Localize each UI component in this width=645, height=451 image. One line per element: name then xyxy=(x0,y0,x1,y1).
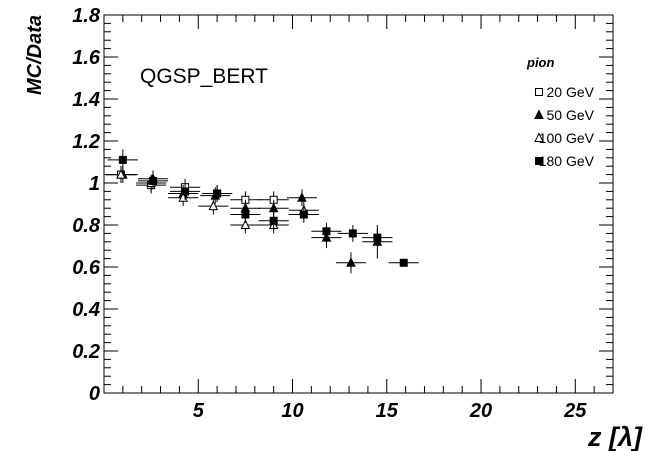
legend-marker xyxy=(534,132,544,142)
x-tick-label: 20 xyxy=(469,400,492,422)
data-point xyxy=(399,258,408,267)
data-point xyxy=(268,202,279,213)
y-axis-label: MC/Data xyxy=(24,15,46,95)
legend-marker xyxy=(535,88,543,96)
legend-entry: 100 GeV xyxy=(539,130,595,146)
data-point xyxy=(213,189,222,198)
y-tick-label: 1.4 xyxy=(72,89,100,111)
data-point xyxy=(322,227,331,236)
legend-title: pion xyxy=(526,55,554,70)
legend: 20 GeV 50 GeV 100 GeV 180 GeV xyxy=(534,84,595,169)
data-point xyxy=(348,229,357,238)
legend-entry: 50 GeV xyxy=(547,107,595,123)
data-point xyxy=(373,233,382,242)
x-tick-label: 25 xyxy=(563,400,587,422)
legend-entry: 180 GeV xyxy=(539,153,595,169)
data-point xyxy=(118,155,127,164)
y-tick-label: 0.2 xyxy=(72,341,100,363)
y-tick-label: 0.6 xyxy=(72,257,101,279)
data-point xyxy=(149,176,158,185)
x-axis-label: z [λ] xyxy=(587,422,643,451)
data-points xyxy=(105,149,419,274)
data-point xyxy=(346,257,356,267)
data-point xyxy=(116,168,126,179)
data-point xyxy=(240,219,251,229)
data-point xyxy=(299,210,308,219)
y-tick-label: 1 xyxy=(89,173,100,195)
y-tick-label: 0.8 xyxy=(72,215,101,237)
data-point xyxy=(181,187,190,196)
y-tick-label: 1.2 xyxy=(72,131,100,153)
legend-marker xyxy=(534,109,544,119)
y-tick-label: 0 xyxy=(89,383,100,405)
x-tick-label: 5 xyxy=(193,400,205,422)
x-tick-label: 15 xyxy=(376,400,399,422)
data-point xyxy=(241,210,250,219)
legend-marker xyxy=(535,157,543,165)
annotation-label: QGSP_BERT xyxy=(140,65,268,88)
legend-entry: 20 GeV xyxy=(547,84,595,100)
data-point xyxy=(297,192,307,202)
y-tick-label: 0.4 xyxy=(72,299,100,321)
series-20-gev xyxy=(105,166,289,209)
x-tick-label: 10 xyxy=(281,400,303,422)
series-180-gev xyxy=(107,149,419,267)
y-tick-label: 1.6 xyxy=(72,47,101,69)
data-point xyxy=(208,200,219,211)
y-tick-label: 1.8 xyxy=(72,5,101,27)
plot-frame xyxy=(103,14,614,394)
axes: 0 0.2 0.4 0.6 0.8 1 1.2 1.4 1.6 1.8 5 10 15 20 25 xyxy=(72,5,614,422)
data-point xyxy=(269,216,278,225)
